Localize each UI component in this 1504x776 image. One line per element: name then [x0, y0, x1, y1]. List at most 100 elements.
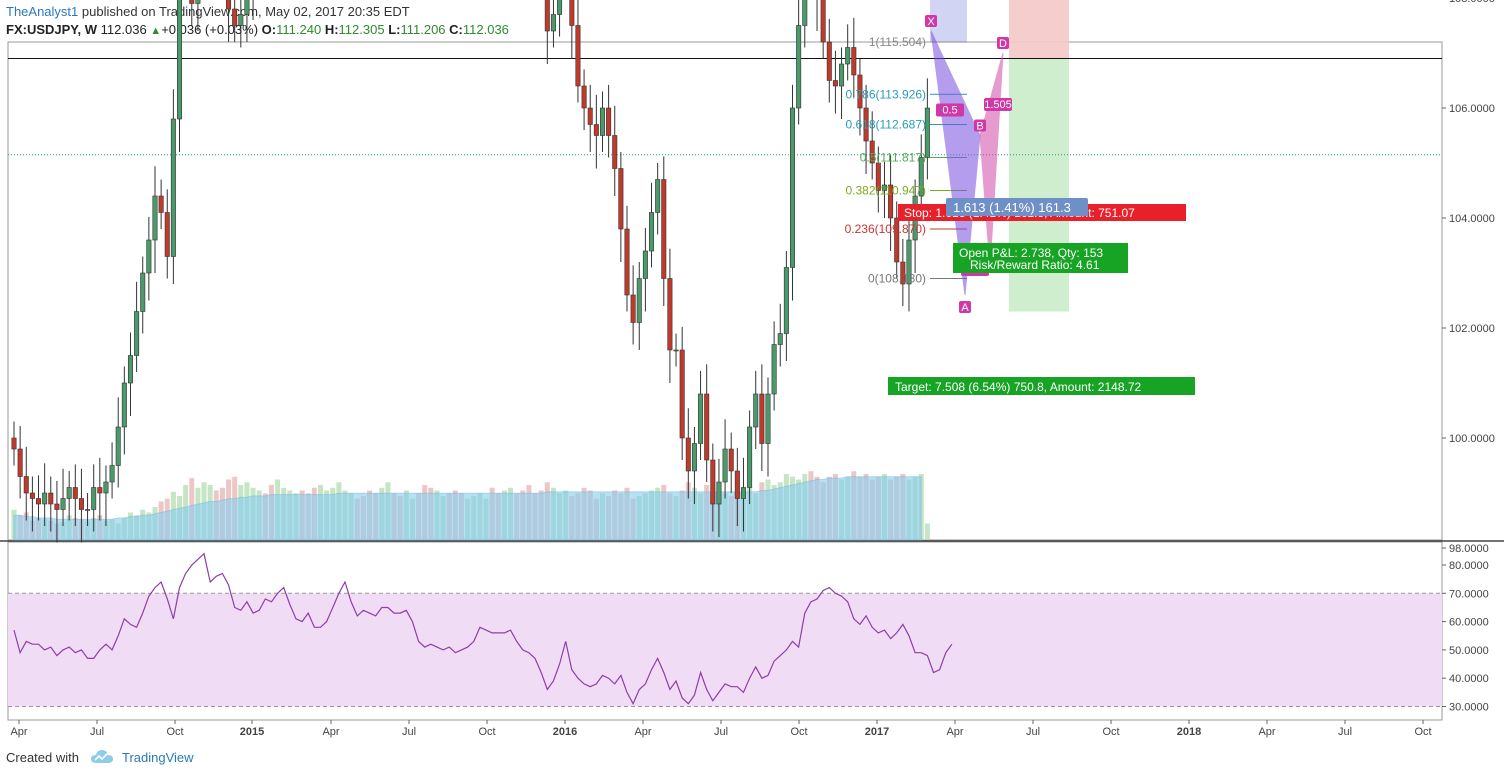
candle — [753, 393, 759, 428]
candle — [42, 492, 48, 505]
candle — [48, 492, 54, 505]
candle — [115, 426, 121, 466]
tradingview-link[interactable]: TradingView — [122, 750, 194, 765]
time-tick-label: 2018 — [1177, 726, 1201, 738]
candle — [72, 487, 78, 499]
arrow-up-icon: ▲ — [150, 25, 162, 37]
candle — [612, 135, 618, 169]
open-label: O: — [261, 22, 277, 37]
candle — [740, 487, 746, 499]
candle — [655, 179, 661, 213]
fib-level-label: 0(108.130) — [868, 272, 926, 286]
symbol-line: FX:USDJPY, W 112.036 ▲+0.036 (+0.03%) O:… — [6, 22, 509, 37]
candle — [661, 179, 667, 279]
price-tick-label: 104.0000 — [1449, 213, 1495, 225]
time-tick-label: Oct — [166, 726, 183, 738]
price-tick-label: 102.0000 — [1449, 323, 1495, 335]
candle — [839, 63, 845, 87]
candle — [747, 426, 753, 488]
high-label: H: — [324, 22, 339, 37]
candle — [783, 267, 789, 334]
candle — [642, 250, 648, 279]
position-labels: Stop: 1.613 (1.41%) 161.3, Amount: 751.0… — [888, 198, 1195, 395]
candle — [152, 195, 158, 241]
target-zone — [1009, 58, 1069, 312]
fib-level-label: 0.786(113.926) — [845, 87, 926, 101]
candle — [698, 393, 704, 444]
target-label-box — [888, 377, 1195, 395]
candle — [581, 85, 587, 109]
time-tick-label: 2016 — [553, 726, 577, 738]
time-tick-label: Jul — [1026, 726, 1040, 738]
rsi-tick-label: 50.0000 — [1449, 645, 1489, 657]
candle — [146, 239, 152, 274]
candle — [826, 41, 832, 81]
time-tick-label: Jul — [714, 726, 728, 738]
candle — [78, 498, 84, 510]
candle — [238, 14, 244, 26]
candle — [177, 0, 183, 120]
pattern-point-x — [925, 15, 937, 27]
volume-bars — [11, 471, 930, 541]
candle — [673, 349, 679, 352]
time-tick-label: Apr — [946, 726, 963, 738]
rsi-tick-label: 70.0000 — [1449, 588, 1489, 600]
open-pnl-box — [953, 243, 1128, 273]
risk-reward-label: Risk/Reward Ratio: 4.61 — [970, 258, 1100, 272]
pattern-point-label: A — [961, 302, 969, 314]
high-value: 112.305 — [338, 22, 385, 37]
close-label: C: — [449, 22, 463, 37]
fib-levels: 2.618(127.435)1.618(120.061)1(115.504)0.… — [845, 35, 967, 286]
price-tick-label: 108.0000 — [1449, 0, 1495, 5]
candle — [593, 124, 599, 136]
candle — [164, 212, 170, 257]
rsi-tick-label: 40.0000 — [1449, 673, 1489, 685]
candle — [550, 14, 556, 32]
candle — [667, 278, 673, 351]
candle — [906, 239, 912, 285]
price-tick-label: 98.0000 — [1449, 543, 1489, 555]
candle — [60, 498, 66, 510]
candle — [630, 294, 636, 323]
candle — [170, 118, 176, 257]
candle — [685, 437, 691, 472]
time-tick-label: Jul — [1338, 726, 1352, 738]
low-value: 111.206 — [400, 22, 446, 37]
candle — [924, 107, 930, 158]
candle — [244, 0, 250, 15]
time-tick-label: 2017 — [865, 726, 889, 738]
candle — [875, 162, 881, 191]
candle — [851, 47, 857, 76]
rsi-line — [13, 552, 953, 706]
time-tick-label: Oct — [1102, 726, 1119, 738]
candle — [109, 465, 115, 483]
time-tick-label: Apr — [10, 726, 27, 738]
candles — [8, 0, 1442, 543]
pattern-ratio-label: 1.505 — [984, 99, 1012, 111]
rsi-band — [8, 593, 1442, 707]
candle — [722, 448, 728, 483]
candle — [17, 448, 23, 477]
candle — [863, 107, 869, 142]
price-tick-label: 106.0000 — [1449, 103, 1495, 115]
candle — [894, 217, 900, 263]
candle — [881, 184, 887, 191]
time-tick-label: Oct — [478, 726, 495, 738]
time-tick-label: Apr — [322, 726, 339, 738]
pattern-point-label: X — [927, 16, 935, 28]
pattern-ratio-box — [936, 103, 964, 117]
pattern-ratio-box — [984, 98, 1012, 111]
footer: Created with TradingView — [6, 750, 194, 767]
candle — [869, 140, 875, 164]
candle — [918, 157, 924, 197]
author-link[interactable]: TheAnalyst1 — [6, 4, 79, 19]
rsi-pane — [8, 552, 1442, 707]
stop-tooltip-box — [946, 198, 1088, 216]
candle — [103, 481, 109, 494]
candle — [759, 393, 765, 444]
candle — [636, 278, 642, 323]
volume-bar — [924, 523, 930, 540]
candle — [557, 0, 563, 15]
candle — [900, 261, 906, 285]
